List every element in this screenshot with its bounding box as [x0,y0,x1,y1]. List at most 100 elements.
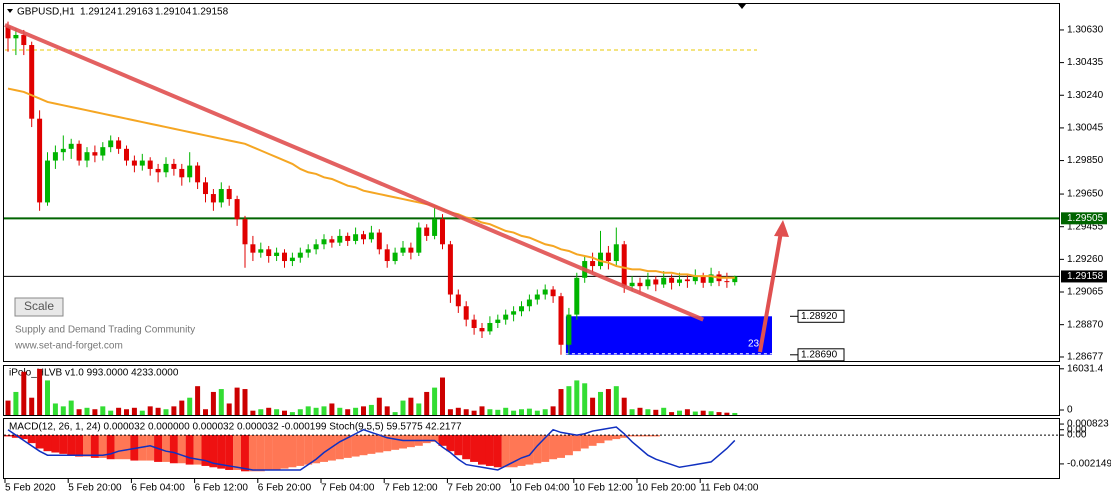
volume-bar [171,406,177,415]
volume-title: iPolo_HLVB v1.0 993.0000 4233.0000 [9,368,179,379]
candle-body [171,163,177,169]
y-tick-label: 1.28677 [1067,352,1104,363]
menu-arrow[interactable] [7,9,13,13]
demand-zone [565,316,772,355]
low-value: 1.29104 [155,7,192,18]
candle-body [463,306,469,320]
macd-bar [233,435,242,470]
y-tick-label: 1.29065 [1067,287,1104,298]
macd-bar [651,435,660,437]
volume-bar [550,406,556,415]
macd-bar [248,435,257,472]
candle-body [274,252,280,257]
volume-bar [60,406,66,415]
price-panel [3,3,1060,362]
candle-body [503,314,509,320]
candle-body [684,279,690,282]
volume-bar [432,387,438,415]
macd-bar [399,435,407,449]
volume-bar [163,409,169,415]
volume-bar [653,409,659,415]
candle-body [203,182,208,195]
candle-body [116,140,122,149]
macd-bar [493,435,502,468]
candle-body [353,234,359,241]
zone-level-label: 1.28690 [801,349,838,360]
candle-body [440,219,445,245]
candle-body [384,249,390,262]
y-tick-label: 1.29260 [1067,254,1104,265]
candle-body [613,244,619,262]
scale-button-label[interactable]: Scale [24,299,54,313]
macd-bar [43,435,52,452]
volume-bar [313,407,319,415]
macd-title: MACD(12, 26, 1, 24) 0.000032 0.000000 0.… [9,422,462,433]
volume-bar [558,389,564,415]
volume-bar [661,407,667,415]
candle-body [645,279,651,287]
candle-body [218,189,224,203]
macd-bar [485,435,494,466]
volume-bar [447,409,453,415]
volume-bar [218,389,224,415]
volume-bar [716,412,722,415]
volume-bar [400,400,406,415]
candle-body [258,249,264,253]
candle-body [163,163,169,173]
arrow-head [774,220,789,237]
volume-bar [566,386,572,415]
macd-bar [383,435,392,452]
volume-bar [37,368,43,415]
macd-bar [225,435,234,470]
macd-bar [422,435,431,444]
volume-bar [321,406,327,415]
arrow-shaft [758,231,783,353]
candle-body [542,289,548,295]
candle-body [677,279,682,283]
macd-bar [312,435,321,464]
candle-body [629,282,635,287]
macd-bar [83,435,91,457]
volume-bar [669,412,675,415]
volume-bar [250,410,256,415]
candle-body [37,118,43,203]
scale-button[interactable] [14,297,64,317]
zone-level-box [797,309,845,323]
volume-bar [463,409,469,415]
macd-bar [256,435,265,472]
candle-body [282,252,287,262]
candle-body [526,299,532,307]
candle-body [455,294,461,307]
candle-body [566,314,572,345]
candle-body [5,26,11,39]
macd-bar [185,435,194,465]
candle-body [479,328,485,332]
macd-bar [75,435,84,457]
candle-body [487,322,493,332]
macd-bar [446,435,455,452]
candle-body [131,160,137,166]
candle-body [329,239,335,243]
macd-bar [454,435,463,456]
volume-bar [534,410,540,415]
volume-bar [384,406,390,415]
candle-body [534,294,540,300]
candle-body [266,249,272,257]
volume-bar [187,397,193,415]
macd-bar [241,435,249,472]
macd-bar [438,435,447,446]
macd-bar [11,435,20,438]
macd-bar [288,435,297,468]
volume-bar [297,409,303,415]
macd-bar [572,435,581,452]
macd-bar [588,435,597,446]
y-tick-label: 1.30630 [1067,25,1104,36]
volume-bar [139,410,145,415]
current-price-label: 1.29158 [1067,271,1104,282]
x-tick-label: 6 Feb 04:00 [131,483,185,494]
volume-bar [203,409,208,415]
volume-bar [487,409,493,415]
macd-bar [580,435,589,449]
macd-bar [462,435,471,460]
